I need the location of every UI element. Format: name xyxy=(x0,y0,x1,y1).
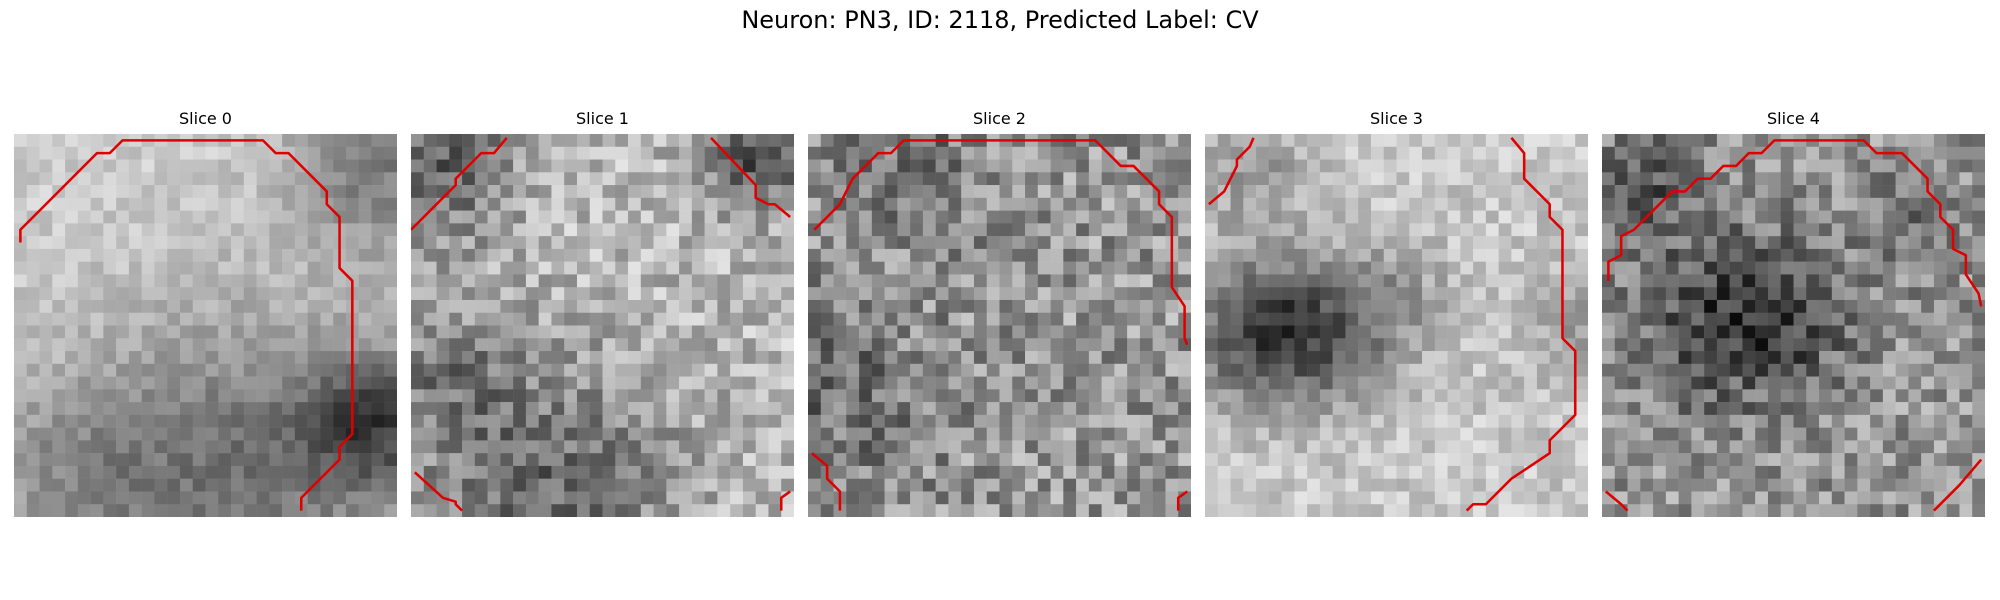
slice-image-4 xyxy=(1602,134,1985,517)
segmentation-contour xyxy=(813,139,1189,346)
slice-image-2 xyxy=(808,134,1191,517)
pixel-grid-2 xyxy=(808,134,1191,517)
slice-image-0 xyxy=(14,134,397,517)
figure-title: Neuron: PN3, ID: 2118, Predicted Label: … xyxy=(741,6,1259,34)
slice-panel-0: Slice 0 xyxy=(14,108,397,517)
segmentation-contour xyxy=(1176,490,1188,511)
segmentation-contour xyxy=(710,136,791,218)
pixel-grid-1 xyxy=(411,134,794,517)
slice-panel-3: Slice 3 xyxy=(1205,108,1588,517)
pixel-grid-3 xyxy=(1205,134,1588,517)
segmentation-contour xyxy=(779,490,791,511)
pixel-grid-4 xyxy=(1602,134,1985,517)
slice-image-1 xyxy=(411,134,794,517)
slice-title-3: Slice 3 xyxy=(1370,109,1423,128)
segmentation-contour xyxy=(1208,137,1255,206)
slice-title-1: Slice 1 xyxy=(576,109,629,128)
segmentation-contour xyxy=(1607,139,1983,307)
segmentation-contour xyxy=(1933,458,1983,512)
slice-image-3 xyxy=(1205,134,1588,517)
pixel-grid-0 xyxy=(14,134,397,517)
slice-title-0: Slice 0 xyxy=(179,109,232,128)
segmentation-contour xyxy=(811,452,842,511)
slice-panel-2: Slice 2 xyxy=(808,108,1191,517)
slice-title-2: Slice 2 xyxy=(973,109,1026,128)
segmentation-contour xyxy=(1605,490,1629,512)
segmentation-contour xyxy=(1465,137,1577,512)
segmentation-contour xyxy=(411,137,508,231)
segmentation-contour xyxy=(413,471,463,512)
slice-panel-4: Slice 4 xyxy=(1602,108,1985,517)
slice-title-4: Slice 4 xyxy=(1767,109,1820,128)
segmentation-contour xyxy=(19,139,354,511)
slice-panel-1: Slice 1 xyxy=(411,108,794,517)
